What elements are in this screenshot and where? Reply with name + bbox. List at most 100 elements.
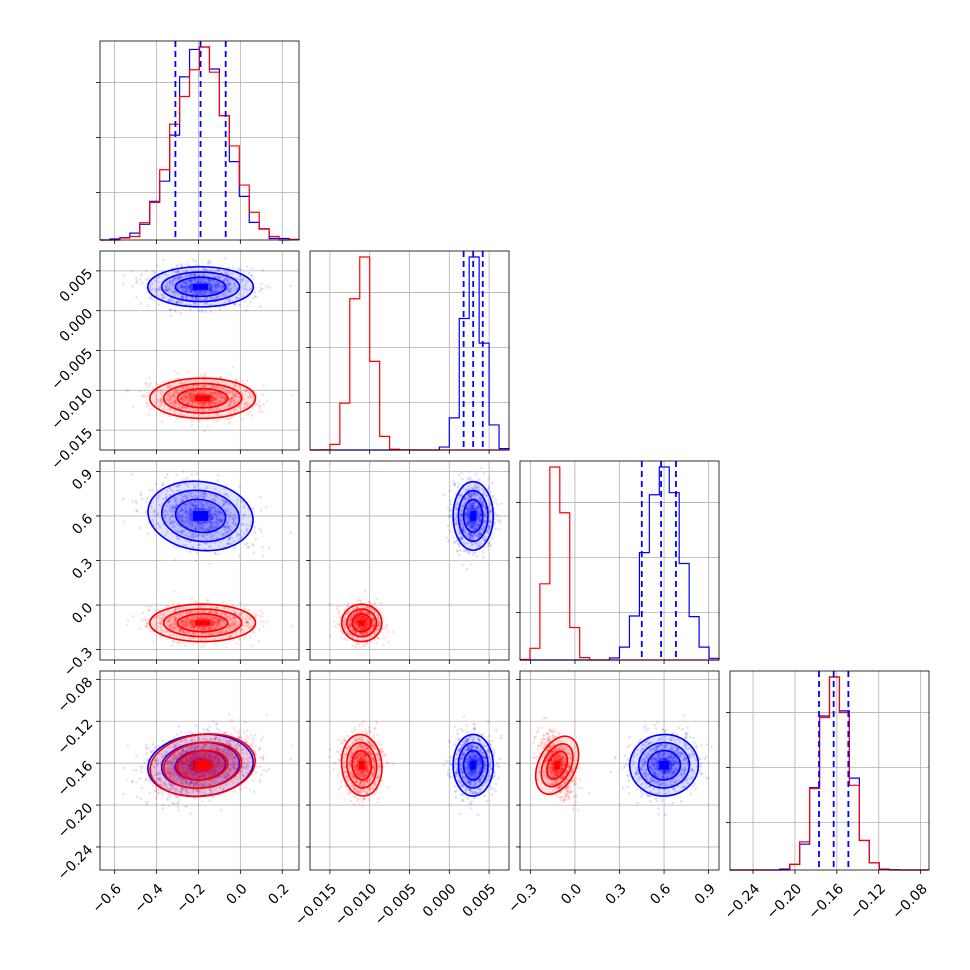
scatter-point <box>141 611 144 614</box>
scatter-point <box>186 269 189 273</box>
scatter-point <box>164 288 167 292</box>
scatter-point <box>122 497 125 501</box>
scatter-point <box>189 282 192 286</box>
scatter-point <box>482 472 486 475</box>
scatter-point <box>197 309 201 312</box>
scatter-point <box>205 268 208 272</box>
scatter-point <box>259 286 263 290</box>
scatter-point <box>131 500 134 503</box>
scatter-point <box>238 555 241 558</box>
scatter-point <box>188 307 192 311</box>
scatter-point <box>179 285 182 289</box>
scatter-point <box>457 473 461 477</box>
scatter-point <box>166 289 169 293</box>
scatter-point <box>189 278 192 281</box>
scatter-point <box>446 506 450 509</box>
scatter-point <box>176 301 179 304</box>
scatter-point <box>228 297 232 301</box>
scatter-point <box>180 262 183 266</box>
scatter-point <box>187 274 191 278</box>
scatter-point <box>265 399 269 402</box>
scatter-point <box>254 526 257 529</box>
scatter-point <box>179 641 182 645</box>
scatter-point <box>250 274 254 277</box>
scatter-point <box>262 384 265 387</box>
scatter-point <box>171 290 175 294</box>
scatter-point <box>260 530 263 534</box>
scatter-point <box>149 288 153 292</box>
scatter-point <box>185 287 189 291</box>
scatter-point <box>359 599 362 603</box>
scatter-point <box>206 425 210 428</box>
scatter-point <box>487 477 491 480</box>
scatter-point <box>261 268 265 272</box>
scatter-point <box>237 303 241 307</box>
scatter-point <box>171 279 175 282</box>
scatter-point <box>464 549 467 553</box>
scatter-point <box>447 539 451 543</box>
scatter-point <box>232 546 236 550</box>
scatter-point <box>196 280 200 284</box>
scatter-point <box>449 514 453 518</box>
scatter-point <box>169 298 172 302</box>
scatter-point <box>183 644 187 647</box>
scatter-point <box>196 292 200 296</box>
scatter-point <box>131 284 134 288</box>
scatter-point <box>206 262 210 266</box>
scatter-point <box>165 288 169 292</box>
scatter-point <box>208 289 212 292</box>
scatter-point <box>210 269 213 273</box>
scatter-point <box>500 502 503 505</box>
scatter-point <box>203 644 206 647</box>
scatter-point <box>487 484 491 488</box>
scatter-point <box>173 589 176 593</box>
scatter-point <box>190 419 194 423</box>
scatter-point <box>152 299 155 302</box>
scatter-point <box>497 515 500 518</box>
scatter-point <box>259 620 262 623</box>
scatter-point <box>244 308 248 312</box>
scatter-point <box>151 489 154 492</box>
scatter-point <box>247 546 251 549</box>
scatter-point <box>145 382 148 386</box>
scatter-point <box>216 479 220 482</box>
scatter-point <box>140 497 144 501</box>
scatter-point <box>480 467 483 470</box>
scatter-point <box>466 551 470 554</box>
scatter-point <box>248 635 252 639</box>
scatter-point <box>448 509 452 513</box>
scatter-point <box>487 544 490 548</box>
scatter-point <box>235 379 239 382</box>
scatter-point <box>194 559 198 563</box>
scatter-point <box>250 414 254 417</box>
scatter-point <box>145 278 149 281</box>
scatter-point <box>185 274 189 278</box>
scatter-point <box>209 295 213 299</box>
scatter-point <box>243 607 246 610</box>
scatter-point <box>186 476 189 480</box>
scatter-point <box>135 508 138 512</box>
scatter-point <box>139 273 143 277</box>
scatter-point <box>185 262 189 266</box>
scatter-point <box>250 274 254 277</box>
scatter-point <box>201 310 204 314</box>
scatter-point <box>231 365 235 369</box>
scatter-point <box>161 258 165 261</box>
scatter-point <box>204 289 208 293</box>
scatter-point <box>375 641 379 645</box>
scatter-point <box>243 300 246 303</box>
scatter-point <box>452 480 455 483</box>
scatter-point <box>190 423 194 427</box>
scatter-point <box>259 404 262 408</box>
scatter-point <box>467 470 471 473</box>
scatter-point <box>498 521 502 525</box>
scatter-point <box>208 562 212 565</box>
scatter-point <box>131 405 135 409</box>
scatter-point <box>176 371 180 375</box>
scatter-point <box>199 373 203 376</box>
scatter-point <box>130 269 134 273</box>
scatter-point <box>261 545 264 549</box>
scatter-point <box>448 529 452 533</box>
scatter-point <box>239 602 242 605</box>
scatter-point <box>491 481 494 485</box>
